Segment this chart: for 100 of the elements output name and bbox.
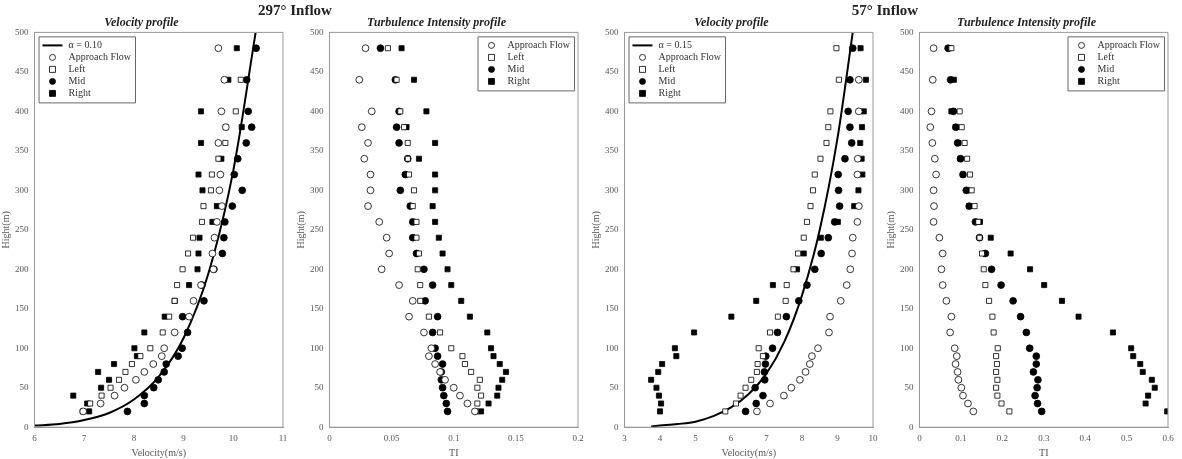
x-tick-label: 0.5	[1120, 432, 1133, 443]
text: 57° Inflow	[851, 2, 919, 19]
y-tick-label: 100	[605, 342, 619, 353]
y-tick-label: 350	[15, 145, 29, 156]
y-tick-label: 0	[24, 421, 29, 432]
x-tick-label: 0.3	[1038, 432, 1050, 443]
y-tick-label: 150	[310, 303, 324, 314]
y-tick-label: 250	[605, 224, 619, 235]
x-tick-label: 0.6	[1162, 432, 1175, 443]
y-tick-label: 0	[319, 421, 324, 432]
legend-label: Right	[658, 87, 681, 99]
text: 297° Inflow	[258, 2, 332, 19]
y-tick-label: 500	[605, 26, 619, 37]
y-axis-title: Hight(m)	[0, 211, 12, 249]
legend-label: Left	[658, 63, 676, 75]
y-tick-label: 150	[605, 303, 619, 314]
y-tick-label: 150	[900, 303, 914, 314]
x-tick-label: 11	[278, 432, 288, 443]
y-tick-label: 400	[15, 105, 29, 116]
y-tick-label: 400	[900, 105, 914, 116]
x-tick-label: 6	[32, 432, 38, 443]
legend-label: Left	[507, 51, 525, 63]
y-axis-title: Hight(m)	[294, 211, 307, 249]
legend-label: Mid	[1097, 63, 1115, 75]
x-axis-title: TI	[449, 446, 459, 458]
y-tick-label: 250	[15, 224, 29, 235]
legend-label: α = 0.10	[68, 39, 102, 51]
y-tick-label: 100	[310, 342, 324, 353]
legend-label: α = 0.15	[658, 39, 692, 51]
y-tick-label: 500	[15, 26, 29, 37]
y-tick-label: 100	[15, 342, 29, 353]
x-tick-label: 0.4	[1079, 432, 1092, 443]
chart-title: Turbulence Intensity profile	[367, 15, 507, 30]
x-tick-label: 7	[81, 432, 87, 443]
y-tick-label: 250	[900, 224, 914, 235]
x-tick-label: 0	[917, 432, 923, 443]
x-tick-label: 4	[657, 432, 663, 443]
legend-label: Right	[68, 87, 91, 99]
y-tick-label: 500	[900, 26, 914, 37]
y-tick-label: 150	[15, 303, 29, 314]
x-axis-title: TI	[1039, 446, 1049, 458]
y-tick-label: 300	[15, 184, 29, 195]
y-tick-label: 450	[310, 66, 324, 77]
y-tick-label: 450	[900, 66, 914, 77]
x-tick-label: 0	[327, 432, 333, 443]
y-tick-label: 0	[909, 421, 914, 432]
x-tick-label: 9	[181, 432, 187, 443]
x-tick-label: 0.1	[955, 432, 967, 443]
x-tick-label: 10	[228, 432, 239, 443]
legend-label: Left	[1097, 51, 1115, 63]
y-tick-label: 100	[900, 342, 914, 353]
y-tick-label: 250	[310, 224, 324, 235]
y-tick-label: 50	[904, 382, 914, 393]
y-tick-label: 500	[310, 26, 324, 37]
y-tick-label: 50	[19, 382, 29, 393]
y-tick-label: 200	[15, 263, 29, 274]
x-tick-label: 9	[835, 432, 841, 443]
y-tick-label: 400	[605, 105, 619, 116]
chart-title: Velocity profile	[694, 15, 770, 30]
x-tick-label: 0.05	[383, 432, 400, 443]
y-tick-label: 200	[605, 263, 619, 274]
x-tick-label: 0.15	[508, 432, 525, 443]
y-tick-label: 200	[900, 263, 914, 274]
legend-label: Mid	[68, 75, 86, 87]
x-tick-label: 8	[799, 432, 805, 443]
legend-label: Approach Flow	[507, 39, 571, 51]
x-tick-label: 10	[868, 432, 878, 443]
chart-title: Turbulence Intensity profile	[957, 15, 1097, 30]
x-tick-label: 6	[728, 432, 734, 443]
y-tick-label: 300	[605, 184, 619, 195]
legend-label: Approach Flow	[658, 51, 722, 63]
x-tick-label: 0.1	[448, 432, 460, 443]
x-tick-label: 5	[693, 432, 699, 443]
x-tick-label: 8	[131, 432, 137, 443]
legend-label: Mid	[658, 75, 676, 87]
y-tick-label: 300	[900, 184, 914, 195]
x-tick-label: 3	[622, 432, 628, 443]
y-tick-label: 200	[310, 263, 324, 274]
y-tick-label: 350	[310, 145, 324, 156]
legend-label: Right	[507, 75, 530, 87]
x-tick-label: 0.2	[996, 432, 1008, 443]
y-tick-label: 350	[605, 145, 619, 156]
x-tick-label: 0.2	[572, 432, 584, 443]
y-tick-label: 450	[605, 66, 619, 77]
y-tick-label: 350	[900, 145, 914, 156]
y-axis-title: Hight(m)	[884, 211, 897, 249]
chart-title: Velocity profile	[104, 15, 180, 30]
legend-label: Right	[1097, 75, 1120, 87]
x-axis-title: Velocity(m/s)	[131, 446, 186, 459]
x-tick-label: 7	[764, 432, 770, 443]
legend-label: Mid	[507, 63, 525, 75]
legend-label: Approach Flow	[1097, 39, 1161, 51]
y-tick-label: 450	[15, 66, 29, 77]
y-tick-label: 0	[614, 421, 619, 432]
y-tick-label: 400	[310, 105, 324, 116]
legend-label: Left	[68, 63, 86, 75]
legend-label: Approach Flow	[68, 51, 132, 63]
y-tick-label: 300	[310, 184, 324, 195]
y-axis-title: Hight(m)	[589, 211, 602, 249]
y-tick-label: 50	[609, 382, 619, 393]
